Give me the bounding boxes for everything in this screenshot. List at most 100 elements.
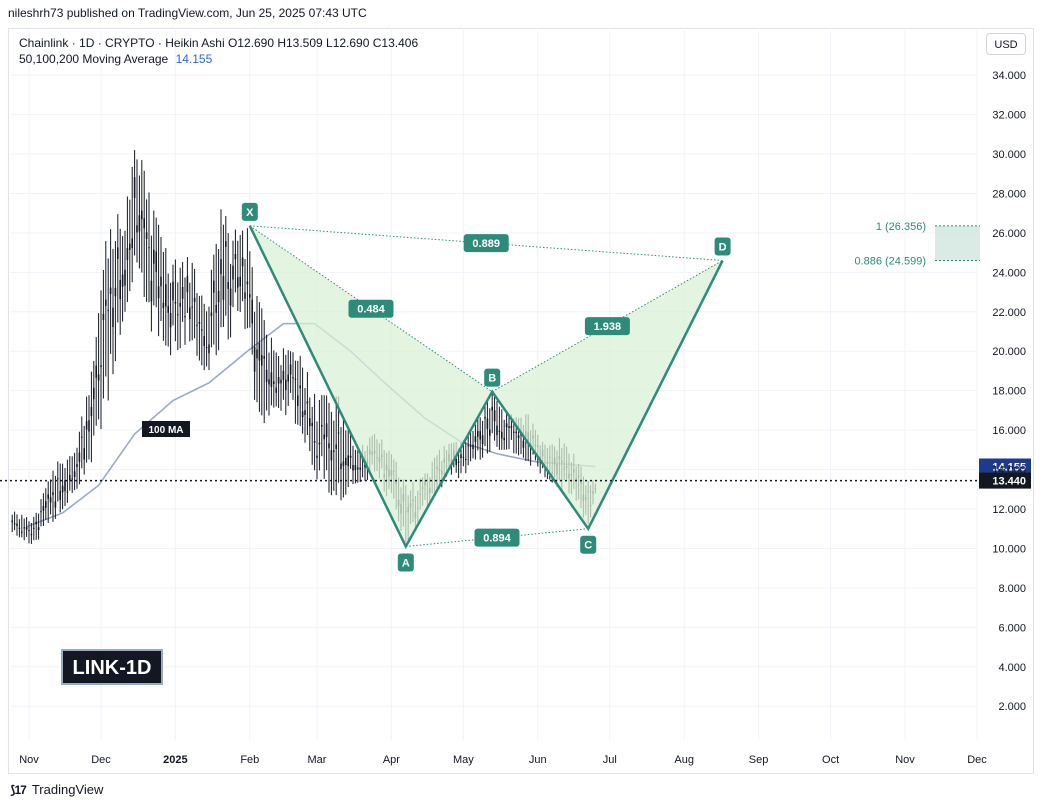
price-tick-label: 30.000 [992, 149, 1026, 161]
price-tick-label: 24.000 [992, 267, 1026, 279]
candle-body [359, 467, 361, 470]
candle-body [508, 426, 510, 429]
candle-body [232, 265, 234, 280]
candle-body [69, 474, 71, 481]
ratio-label: 1.938 [594, 321, 622, 333]
pivot-label-a: A [402, 557, 410, 569]
candle-body [513, 431, 515, 433]
candle-body [486, 418, 489, 429]
time-tick-label: Dec [967, 754, 987, 766]
candle-body [107, 309, 109, 311]
candle-body [469, 445, 472, 447]
candle-body [138, 215, 141, 232]
ratio-badge [463, 234, 509, 253]
candle-body [136, 225, 138, 233]
candle-body [489, 429, 491, 436]
candle-body [505, 423, 508, 428]
price-tick-label: 12.000 [992, 504, 1026, 516]
candle-body [337, 432, 340, 434]
candle-body [165, 284, 167, 307]
price-tick-label: 8.000 [998, 583, 1026, 595]
candle-body [11, 520, 13, 523]
candle-body [301, 411, 304, 418]
price-tick-label: 26.000 [992, 228, 1026, 240]
candle-body [83, 448, 85, 460]
candle-body [342, 461, 345, 467]
candle-body [273, 381, 275, 385]
candle-body [210, 312, 213, 317]
candle-body [33, 527, 35, 529]
time-tick-label: Nov [895, 754, 915, 766]
candle-body [515, 431, 517, 434]
pivot-badge [484, 368, 501, 387]
ratio-badge [584, 317, 630, 336]
candle-body [496, 425, 498, 436]
price-tick-label: 2.000 [998, 701, 1026, 713]
footer-logo[interactable]: ⟆17 TradingView [10, 782, 103, 797]
candle-body [42, 505, 45, 511]
candle-body [191, 306, 193, 308]
candle-body [498, 430, 501, 432]
pivot-badge [580, 535, 597, 554]
price-tick-label: 16.000 [992, 425, 1026, 437]
candle-body [112, 307, 114, 328]
price-tick-label: 4.000 [998, 662, 1026, 674]
candle-body [222, 276, 225, 300]
price-tick-label: 34.000 [992, 70, 1026, 82]
candle-body [105, 299, 107, 306]
ratio-label: 0.894 [483, 533, 511, 545]
ratio-badge [348, 299, 394, 318]
candle-body [150, 280, 153, 302]
candle-body [141, 210, 143, 220]
candle-body [510, 425, 513, 428]
candle-body [287, 374, 289, 382]
pivot-label-c: C [584, 540, 592, 552]
candle-body [313, 440, 316, 443]
candle-body [349, 455, 352, 458]
time-tick-label: Jul [603, 754, 617, 766]
candle-body [220, 259, 222, 275]
candle-body [244, 292, 246, 299]
ma-legend[interactable]: 50,100,200 Moving Average 14.155 [19, 52, 212, 66]
time-tick-label: Jun [529, 754, 547, 766]
candle-body [189, 307, 191, 320]
candle-body [275, 387, 277, 393]
candle-body [239, 276, 241, 287]
price-tick-label: 32.000 [992, 110, 1026, 122]
candle-body [333, 450, 335, 452]
candle-body [503, 437, 505, 441]
candle-body [160, 276, 162, 287]
candle-body [198, 322, 201, 324]
candle-body [318, 442, 321, 445]
ma-name-badge [142, 421, 190, 437]
candle-body [30, 534, 33, 536]
candle-body [213, 280, 215, 293]
candle-body [299, 385, 301, 389]
candle-body [117, 247, 119, 259]
candle-body [462, 456, 465, 458]
candle-body [455, 458, 457, 465]
time-tick-label: Feb [240, 754, 259, 766]
candle-body [23, 527, 25, 529]
currency-button[interactable]: USD [986, 33, 1026, 55]
symbol-legend[interactable]: Chainlink · 1D · CRYPTO · Heikin Ashi O1… [19, 36, 419, 50]
candle-body [258, 343, 261, 361]
price-tick-label: 22.000 [992, 307, 1026, 319]
ratio-line [491, 260, 723, 393]
candle-body [196, 324, 198, 326]
candle-body [66, 491, 69, 493]
candle-body [522, 440, 525, 448]
candle-body [153, 249, 155, 264]
candle-body [148, 247, 150, 249]
current-price-label: 13.440 [992, 476, 1026, 488]
candle-body [477, 431, 479, 437]
candle-body [47, 494, 49, 499]
candle-body [465, 459, 467, 461]
candle-body [493, 410, 496, 422]
tradingview-logo-icon: ⟆17 [10, 782, 27, 797]
candle-body [268, 379, 270, 385]
price-tick-label: 20.000 [992, 346, 1026, 358]
candle-body [193, 297, 196, 302]
candle-body [186, 276, 189, 293]
